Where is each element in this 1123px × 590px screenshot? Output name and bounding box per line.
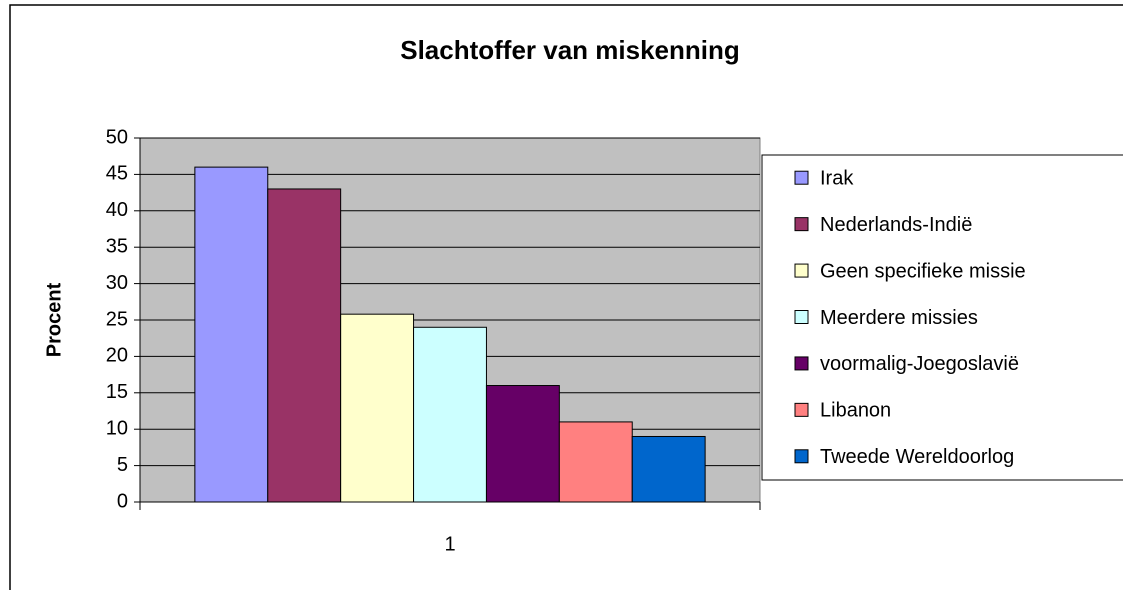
legend-swatch: [794, 263, 809, 278]
y-tick-label: 30: [106, 272, 128, 294]
y-tick-label: 15: [106, 381, 128, 403]
y-tick-label: 25: [106, 308, 128, 330]
y-tick-label: 50: [106, 126, 128, 148]
legend-swatch: [794, 170, 809, 185]
y-tick-label: 45: [106, 163, 128, 185]
legend-label: Irak: [820, 167, 854, 189]
bar: [485, 385, 560, 503]
y-tick-label: 10: [106, 417, 128, 439]
legend-swatch: [794, 356, 809, 371]
legend-box: [761, 154, 1123, 481]
bar: [267, 188, 342, 503]
legend-swatch: [794, 402, 809, 417]
y-axis-label: Procent: [43, 282, 65, 357]
bar: [413, 326, 487, 503]
legend-label: Meerdere missies: [820, 307, 978, 329]
legend-swatch: [794, 217, 809, 232]
y-tick-label: 20: [106, 345, 128, 367]
bar: [558, 421, 633, 503]
y-tick-label: 0: [117, 490, 128, 512]
legend-label: Nederlands-Indië: [820, 214, 972, 236]
legend-label: Geen specifieke missie: [820, 260, 1026, 282]
legend-label: voormalig-Joegoslavië: [820, 353, 1019, 375]
legend-label: Libanon: [820, 400, 891, 422]
y-tick-label: 5: [117, 454, 128, 476]
legend-label: Tweede Wereldoorlog: [820, 446, 1014, 468]
legend-swatch: [794, 449, 809, 464]
y-tick-label: 40: [106, 199, 128, 221]
x-tick-label: 1: [444, 533, 455, 555]
bar: [340, 313, 415, 503]
bar: [194, 166, 269, 503]
chart-title: Slachtoffer van miskenning: [400, 35, 740, 65]
y-tick-label: 35: [106, 235, 128, 257]
legend-swatch: [794, 310, 809, 324]
bar: [631, 435, 706, 503]
